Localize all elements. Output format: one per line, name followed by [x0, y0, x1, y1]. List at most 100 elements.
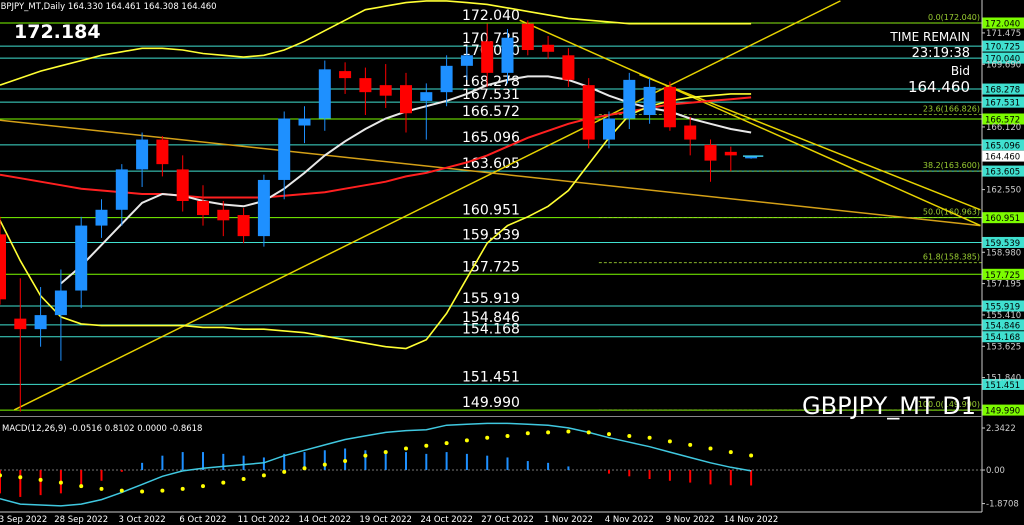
level-price-box [982, 83, 1024, 95]
y-tick-label: 162.550 [986, 186, 1021, 196]
macd-signal-dot [79, 484, 84, 489]
candle-body [95, 209, 108, 226]
y-tick-label: 157.195 [986, 280, 1021, 290]
macd-signal-dot [505, 433, 510, 438]
level-price-label: 155.919 [985, 303, 1020, 313]
macd-signal-dot [58, 480, 63, 485]
candle-body [582, 85, 595, 140]
candle-body [745, 156, 758, 159]
bid-value: 164.460 [908, 78, 970, 96]
macd-signal-dot [363, 453, 368, 458]
macd-signal-dot [546, 430, 551, 435]
macd-signal-dot [18, 475, 23, 480]
level-label: 151.451 [462, 369, 520, 385]
y-tick-label: 151.840 [986, 374, 1021, 384]
level-price-label: 154.846 [985, 321, 1020, 331]
peak-label: 172.184 [14, 21, 101, 43]
level-label: 166.572 [462, 104, 520, 120]
candle-body [257, 179, 270, 237]
macd-signal-dot [464, 438, 469, 443]
macd-signal-dot [241, 476, 246, 481]
level-price-label: 170.040 [985, 55, 1020, 65]
level-price-box [982, 17, 1024, 29]
level-price-label: 149.990 [985, 407, 1020, 417]
indicator-line [0, 0, 752, 86]
x-tick-label: 24 Oct 2022 [420, 515, 473, 525]
x-tick-label: 11 Oct 2022 [238, 515, 291, 525]
macd-signal-dot [343, 459, 348, 464]
level-price-box [982, 404, 1024, 416]
candle-body [278, 118, 291, 180]
level-price-box [982, 139, 1024, 151]
candle-body [704, 144, 717, 161]
macd-signal-dot [140, 489, 145, 494]
candle-body [379, 85, 392, 96]
bid-label: Bid [951, 64, 970, 78]
x-tick-label: 19 Oct 2022 [359, 515, 412, 525]
macd-signal-dot [302, 466, 307, 471]
candle-body [0, 234, 6, 300]
candle-body [663, 86, 676, 128]
x-tick-label: 23 Sep 2022 [0, 515, 47, 525]
level-price-label: 159.539 [985, 239, 1020, 249]
x-tick-label: 3 Oct 2022 [119, 515, 166, 525]
candle-body [359, 78, 372, 93]
candle-body [156, 139, 169, 165]
macd-signal-dot [38, 477, 43, 482]
candle-body [420, 92, 433, 101]
macd-y-tick-label: 2.3422 [986, 424, 1016, 434]
macd-signal-dot [0, 473, 2, 478]
macd-signal-dot [424, 443, 429, 448]
candle-body [298, 118, 311, 126]
level-price-label: 172.040 [985, 19, 1020, 29]
current-price-label: 164.460 [985, 153, 1020, 163]
level-price-label: 165.096 [985, 141, 1020, 151]
macd-signal-dot [404, 446, 408, 451]
x-tick-label: 6 Oct 2022 [179, 515, 226, 525]
level-price-box [982, 113, 1024, 125]
x-tick-label: 14 Nov 2022 [724, 515, 778, 525]
level-price-label: 166.572 [985, 115, 1020, 125]
macd-signal-dot [261, 473, 266, 478]
candle-body [136, 139, 149, 170]
level-label: 154.168 [462, 322, 520, 338]
macd-title: MACD(12,26,9) -0.0516 0.8102 0.0000 -0.8… [2, 424, 202, 434]
macd-signal-dot [586, 430, 591, 435]
candle-body [724, 151, 737, 156]
candle-body [643, 86, 656, 115]
x-tick-label: 28 Sep 2022 [54, 515, 108, 525]
y-tick-label: 155.410 [986, 311, 1021, 321]
candle-body [542, 44, 555, 52]
level-price-box [982, 40, 1024, 52]
macd-signal-dot [566, 429, 571, 434]
level-label: 159.539 [462, 227, 520, 243]
macd-signal-dot [485, 435, 490, 440]
candle-body [481, 41, 494, 73]
candle-body [14, 318, 27, 330]
level-price-label: 157.725 [985, 271, 1020, 281]
macd-signal-dot [607, 432, 611, 437]
macd-signal-dot [525, 431, 530, 436]
candle-body [54, 290, 67, 316]
candle-body [217, 209, 230, 221]
macd-signal-dot [647, 435, 652, 440]
level-label: 168.278 [462, 74, 520, 90]
fib-label: 38.2(163.600) [923, 161, 980, 170]
macd-signal-dot [749, 453, 754, 458]
timer-label: TIME REMAIN [889, 30, 970, 44]
level-price-box [982, 236, 1024, 248]
macd-y-tick-label: -1.8708 [986, 500, 1019, 510]
x-tick-label: 14 Oct 2022 [299, 515, 352, 525]
symbol-watermark: GBPJPY_MT D1 [802, 392, 976, 420]
x-tick-label: 9 Nov 2022 [666, 515, 715, 525]
macd-y-tick-label: 0.00 [986, 466, 1005, 476]
level-label: 157.725 [462, 259, 520, 275]
candle-body [521, 23, 534, 51]
fib-label: 61.8(158.385) [923, 253, 980, 262]
level-price-box [982, 378, 1024, 390]
level-price-box [982, 268, 1024, 280]
candle-body [176, 169, 189, 202]
